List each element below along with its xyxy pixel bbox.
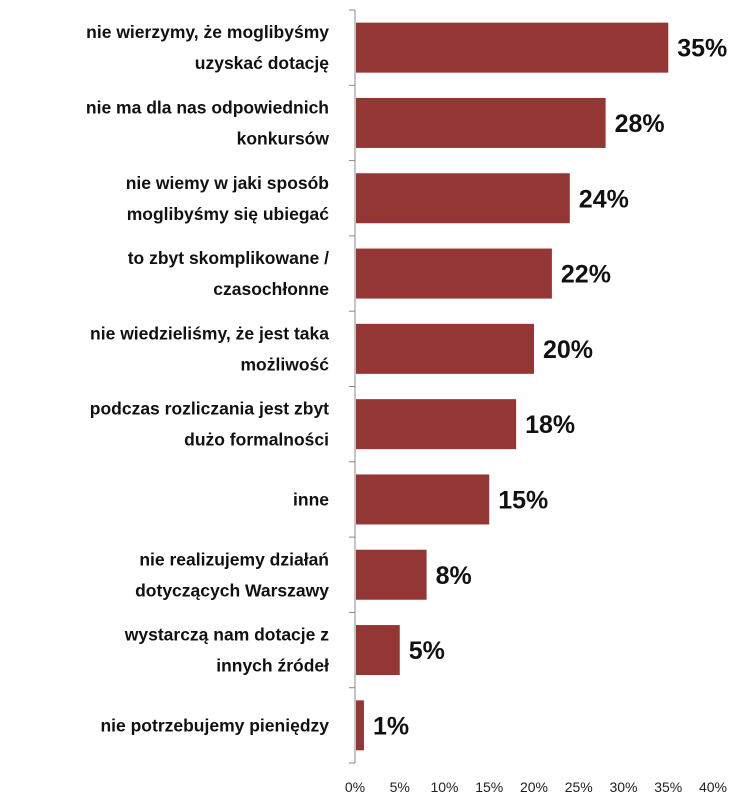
x-tick-label: 15% — [475, 779, 503, 795]
category-label: podczas rozliczania jest zbyt — [90, 399, 329, 419]
category-label: inne — [293, 489, 329, 509]
category-label: dotyczących Warszawy — [135, 580, 329, 600]
x-tick-label: 0% — [345, 779, 365, 795]
bar — [356, 173, 570, 224]
category-labels: nie wierzymy, że moglibyśmy uzyskać dotac… — [86, 22, 329, 735]
data-label: 8% — [436, 562, 472, 590]
category-label: moglibyśmy się ubiegać — [127, 204, 330, 224]
data-label: 1% — [373, 712, 409, 740]
bar — [356, 22, 669, 73]
bar — [356, 700, 364, 751]
bar — [356, 549, 427, 600]
data-label: 18% — [525, 411, 575, 439]
x-tick-label: 40% — [699, 779, 727, 795]
x-tick-labels: 0% 5% 10% 15% 20% 25% 30% 35% 40% — [345, 779, 727, 795]
category-label: uzyskać dotację — [195, 53, 329, 73]
data-label: 15% — [498, 486, 548, 514]
category-label: nie wiemy w jaki sposób — [126, 173, 329, 193]
category-label: nie realizujemy działań — [139, 549, 329, 569]
bar — [356, 323, 534, 374]
x-tick-label: 25% — [565, 779, 593, 795]
data-label: 24% — [579, 185, 629, 213]
category-label: konkursów — [237, 128, 330, 148]
axis-ticks — [349, 9, 355, 764]
bar — [356, 248, 552, 299]
x-tick-label: 10% — [430, 779, 458, 795]
bar — [356, 474, 490, 525]
category-label: to zbyt skomplikowane / — [128, 248, 329, 268]
data-label: 20% — [543, 336, 593, 364]
data-labels: 35% 28% 24% 22% 20% 18% 15% 8% 5% 1% — [373, 35, 727, 741]
bar — [356, 625, 400, 676]
data-label: 5% — [409, 637, 445, 665]
category-label: innych źródeł — [216, 656, 329, 676]
bars — [356, 22, 669, 751]
bar — [356, 399, 517, 450]
data-label: 28% — [615, 110, 665, 138]
category-label: nie wierzymy, że moglibyśmy — [86, 22, 329, 42]
data-label: 35% — [677, 35, 727, 63]
bar — [356, 97, 606, 148]
category-label: nie potrzebujemy pieniędzy — [100, 715, 329, 735]
x-tick-label: 20% — [520, 779, 548, 795]
category-label: możliwość — [241, 354, 330, 374]
category-label: nie ma dla nas odpowiednich — [86, 97, 329, 117]
category-label: wystarczą nam dotacje z — [124, 625, 329, 645]
x-tick-label: 35% — [654, 779, 682, 795]
category-label: dużo formalności — [184, 430, 329, 450]
x-tick-label: 30% — [609, 779, 637, 795]
data-label: 22% — [561, 261, 611, 289]
x-tick-label: 5% — [390, 779, 410, 795]
category-label: nie wiedzieliśmy, że jest taka — [90, 323, 329, 343]
category-label: czasochłonne — [213, 279, 329, 299]
